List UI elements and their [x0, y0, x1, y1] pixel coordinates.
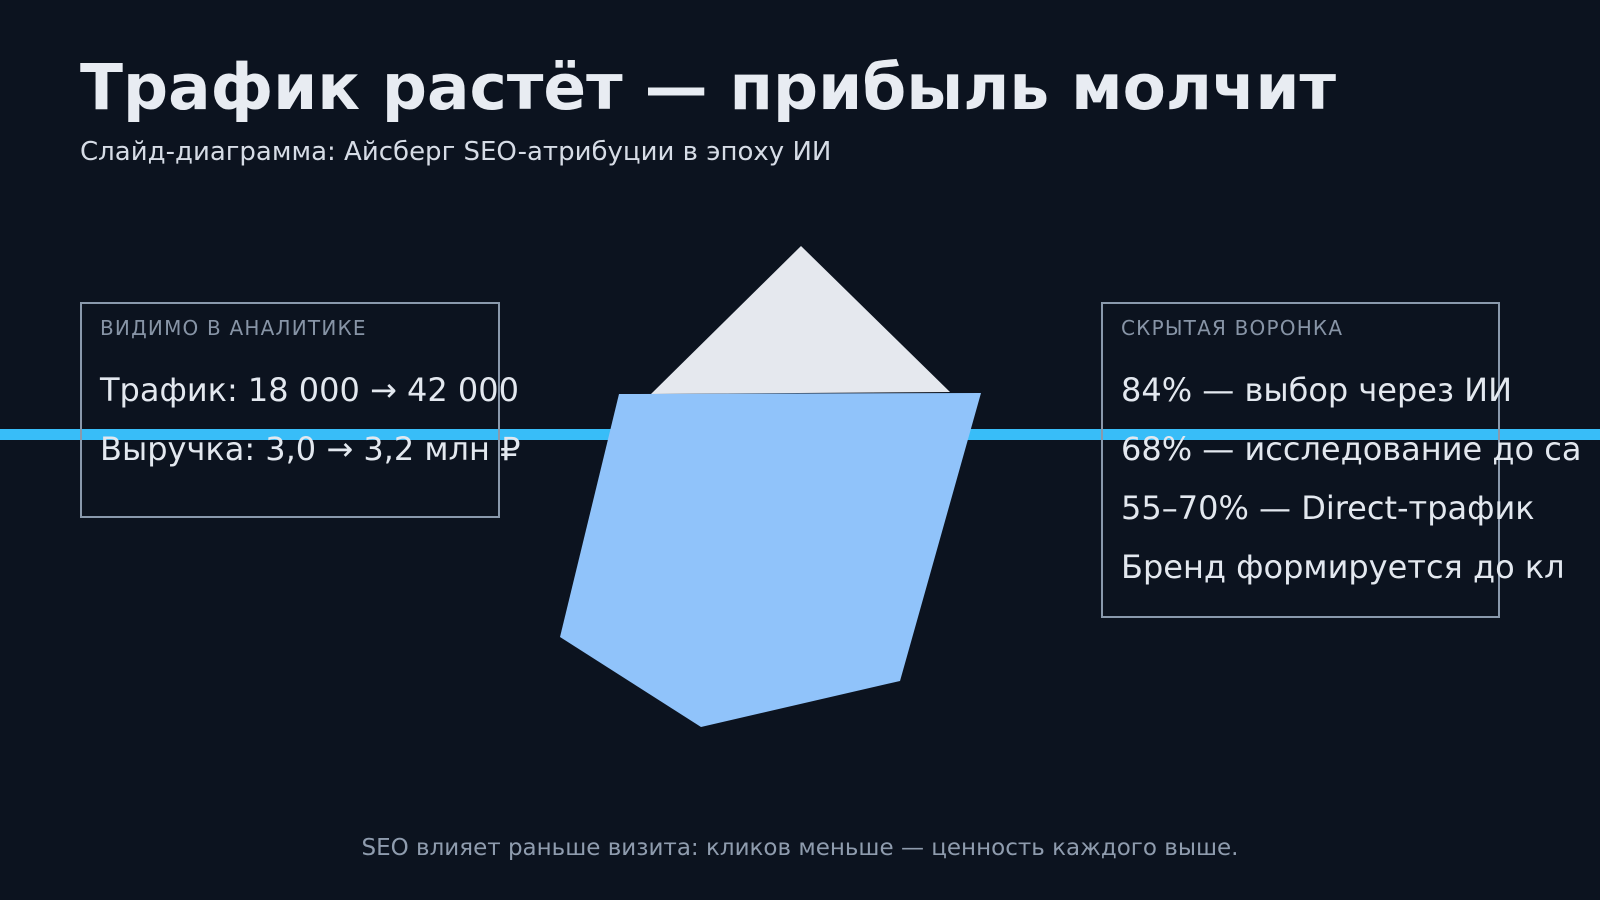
iceberg-underwater-shape — [560, 393, 981, 727]
footer-caption: SEO влияет раньше визита: кликов меньше … — [361, 835, 1239, 861]
page-subtitle: Слайд-диаграмма: Айсберг SEO-атрибуции в… — [80, 137, 832, 167]
page-title: Трафик растёт — прибыль молчит — [80, 51, 1336, 124]
stat-revenue: Выручка: 3,0 → 3,2 млн ₽ — [100, 430, 521, 468]
stat-research-before: 68% — исследование до са — [1121, 430, 1582, 468]
stat-traffic: Трафик: 18 000 → 42 000 — [100, 371, 519, 409]
stat-ai-choice: 84% — выбор через ИИ — [1121, 371, 1513, 409]
stat-brand-formed: Бренд формируется до кл — [1121, 548, 1565, 586]
panel-hidden-funnel-label: СКРЫТАЯ ВОРОНКА — [1121, 316, 1344, 340]
panel-visible-analytics: ВИДИМО В АНАЛИТИКЕ Трафик: 18 000 → 42 0… — [80, 302, 520, 518]
stat-direct-traffic: 55–70% — Direct-трафик — [1121, 489, 1535, 527]
iceberg-tip-shape — [651, 246, 950, 394]
panel-visible-analytics-label: ВИДИМО В АНАЛИТИКЕ — [100, 316, 367, 340]
panel-hidden-funnel: СКРЫТАЯ ВОРОНКА 84% — выбор через ИИ 68%… — [1101, 302, 1581, 618]
